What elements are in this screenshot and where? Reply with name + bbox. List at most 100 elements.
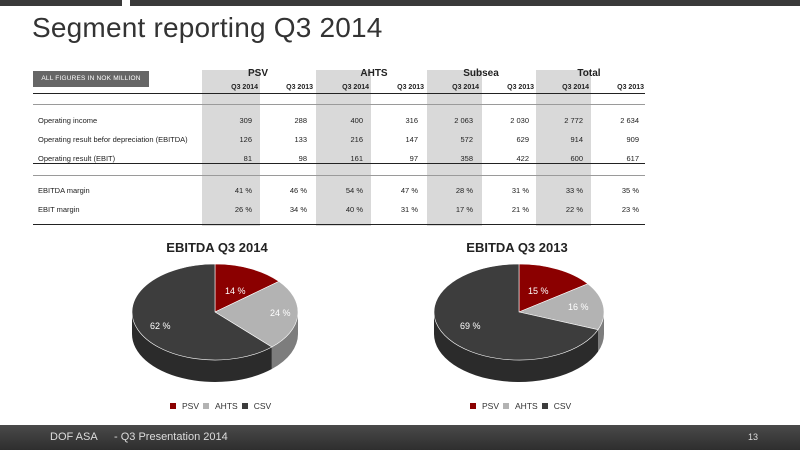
table-bottom-rule (33, 224, 645, 225)
legend-swatch-psv (170, 403, 176, 409)
pie-title-2013: EBITDA Q3 2013 (466, 240, 568, 255)
shade-col-psv-2014 (202, 70, 260, 226)
period-header: Q3 2014 (562, 84, 589, 91)
table-cell: 2 634 (620, 116, 639, 125)
top-bar-right (130, 0, 800, 6)
shade-col-total-2014 (536, 70, 591, 226)
legend-swatch-csv (241, 403, 248, 409)
segment-header-psv: PSV (247, 68, 268, 79)
table-rule (33, 175, 645, 176)
ebit-underline (33, 163, 645, 164)
period-header: Q3 2013 (286, 84, 313, 91)
header-rule (33, 93, 645, 94)
legend-label-psv: PSV (182, 401, 200, 411)
pie-title-2014: EBITDA Q3 2014 (166, 240, 268, 255)
pie-legend-2013: PSV AHTS CSV (470, 401, 571, 411)
table-cell: 54 % (345, 186, 363, 195)
pie-slice-ahts (518, 283, 605, 331)
table-cell: 600 (570, 154, 583, 163)
table-cell: 47 % (400, 186, 418, 195)
table-cell: 21 % (511, 205, 529, 214)
units-badge: ALL FIGURES IN NOK MILLION (33, 71, 149, 87)
table-cell: 2 063 (454, 116, 473, 125)
period-header: Q3 2014 (342, 84, 369, 91)
pie-slice-psv (214, 263, 280, 313)
table-cell: 400 (350, 116, 363, 125)
page-number: 13 (748, 432, 759, 442)
table-cell: 23 % (621, 205, 639, 214)
table-cell: 617 (626, 154, 639, 163)
table-cell: 22 % (565, 205, 583, 214)
period-header: Q3 2013 (507, 84, 534, 91)
pie-label-ahts: 24 % (270, 308, 291, 318)
table-rule (33, 104, 645, 105)
table-cell: 31 % (400, 205, 418, 214)
table-cell: 309 (239, 116, 252, 125)
table-cell: 81 (243, 154, 252, 163)
table-cell: 31 % (511, 186, 529, 195)
table-cell: 2 030 (510, 116, 529, 125)
pie-chart-2014: 14 % 24 % 62 % (131, 263, 299, 382)
period-header: Q3 2013 (397, 84, 424, 91)
pie-label-ahts: 16 % (568, 302, 589, 312)
segment-header-total: Total (577, 68, 601, 79)
table-cell: 34 % (289, 205, 307, 214)
period-header: Q3 2014 (231, 84, 258, 91)
top-bar-left (0, 0, 122, 6)
table-cell: 2 772 (564, 116, 583, 125)
segment-header-subsea: Subsea (463, 68, 499, 79)
legend-swatch-psv (470, 403, 476, 409)
table-cell: 40 % (345, 205, 363, 214)
table-cell: 161 (350, 154, 363, 163)
pie-slice-ahts (214, 281, 299, 348)
pie-label-csv: 69 % (460, 321, 481, 331)
table-cell: 26 % (234, 205, 252, 214)
table-cell: 909 (626, 135, 639, 144)
pie-side-ahts (271, 312, 298, 369)
shade-col-ahts-2014 (316, 70, 371, 226)
table-cell: 17 % (455, 205, 473, 214)
period-header: Q3 2014 (452, 84, 479, 91)
row-label-ebitda-margin: EBITDA margin (38, 186, 90, 195)
table-cell: 358 (460, 154, 473, 163)
table-cell: 422 (516, 154, 529, 163)
shade-col-subsea-2014 (427, 70, 482, 226)
table-cell: 316 (405, 116, 418, 125)
table-cell: 97 (409, 154, 418, 163)
table-cell: 133 (294, 135, 307, 144)
table-cell: 126 (239, 135, 252, 144)
pie-chart-2013: 15 % 16 % 69 % (433, 263, 605, 382)
table-cell: 46 % (289, 186, 307, 195)
table-cell: 41 % (234, 186, 252, 195)
row-label-ebit: Operating result (EBIT) (38, 154, 116, 163)
pie-legend-2014: PSV AHTS CSV (170, 401, 271, 411)
table-cell: 35 % (621, 186, 639, 195)
period-header: Q3 2013 (617, 84, 644, 91)
legend-swatch-csv (541, 403, 548, 409)
row-label-ebitda: Operating result befor depreciation (EBI… (38, 135, 188, 144)
table-cell: 33 % (565, 186, 583, 195)
pie-slice-psv (518, 263, 589, 313)
table-cell: 572 (460, 135, 473, 144)
legend-label-psv: PSV (482, 401, 500, 411)
legend-swatch-ahts (503, 403, 510, 409)
slide-title: Segment reporting Q3 2014 (32, 12, 383, 43)
legend-label-csv: CSV (553, 401, 572, 411)
footer-presentation: - Q3 Presentation 2014 (114, 431, 228, 443)
pie-side-csv (434, 312, 599, 382)
table-cell: 914 (570, 135, 583, 144)
footer-company: DOF ASA (50, 431, 98, 443)
row-label-operating-income: Operating income (38, 116, 98, 125)
table-cell: 629 (516, 135, 529, 144)
segment-header-ahts: AHTS (360, 68, 388, 79)
table-cell: 288 (294, 116, 307, 125)
pie-label-psv: 15 % (528, 286, 549, 296)
table-cell: 147 (405, 135, 418, 144)
pie-label-csv: 62 % (150, 321, 171, 331)
row-label-ebit-margin: EBIT margin (38, 205, 80, 214)
table-cell: 28 % (455, 186, 473, 195)
pie-side-csv (132, 312, 272, 382)
footer-bar (0, 425, 800, 450)
table-cell: 98 (298, 154, 307, 163)
legend-swatch-ahts (203, 403, 210, 409)
